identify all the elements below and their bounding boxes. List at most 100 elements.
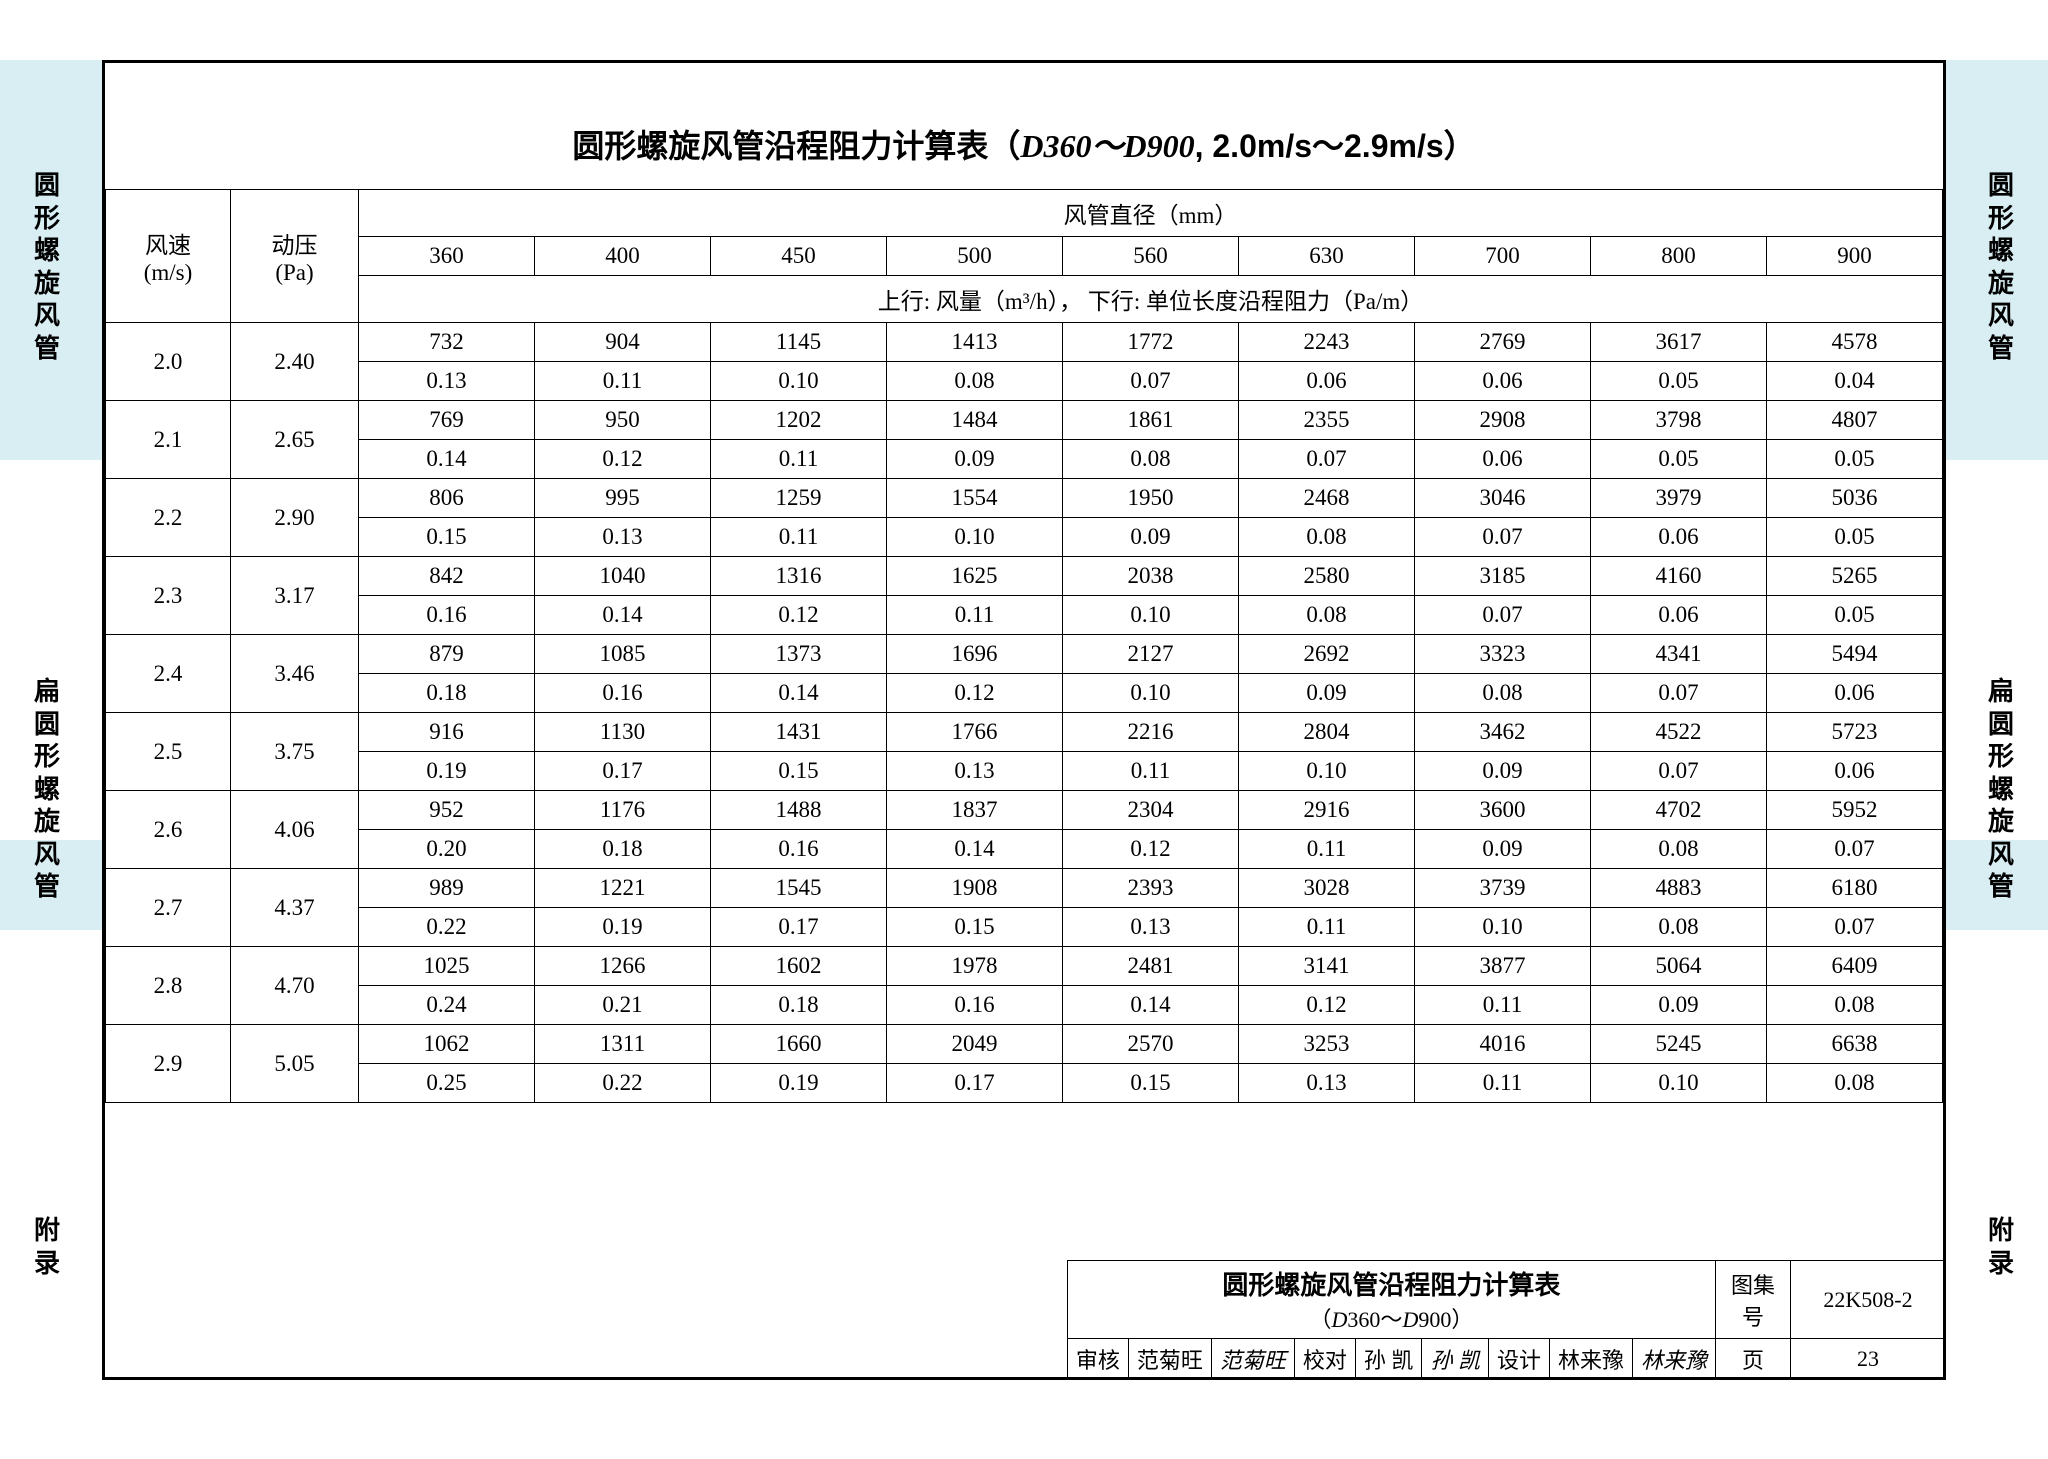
cell-flow: 3798 (1591, 401, 1767, 440)
cell-loss: 0.07 (1591, 752, 1767, 791)
cell-loss: 0.25 (359, 1064, 535, 1103)
cell-loss: 0.16 (711, 830, 887, 869)
cell-loss: 0.09 (1591, 986, 1767, 1025)
cell-loss: 0.05 (1591, 440, 1767, 479)
side-tabs-right: 圆形螺旋风管 扁圆形螺旋风管 附录 (1986, 170, 2016, 1280)
table-row: 2.53.75916113014311766221628043462452257… (106, 713, 1943, 752)
cell-flow: 1176 (535, 791, 711, 830)
cell-loss: 0.07 (1767, 830, 1943, 869)
cell-loss: 0.09 (887, 440, 1063, 479)
cell-flow: 1772 (1063, 323, 1239, 362)
cell-loss: 0.18 (359, 674, 535, 713)
cell-flow: 3600 (1415, 791, 1591, 830)
review-sig: 范菊旺 (1211, 1339, 1294, 1380)
side-tab-2-left: 扁圆形螺旋风管 (32, 676, 62, 904)
header-diameter-group: 风管直径（mm） (359, 190, 1943, 237)
cell-loss: 0.13 (359, 362, 535, 401)
cell-loss: 0.18 (711, 986, 887, 1025)
cell-speed: 2.3 (106, 557, 231, 635)
table-row: 2.74.37989122115451908239330283739488361… (106, 869, 1943, 908)
cell-flow: 1484 (887, 401, 1063, 440)
cell-loss: 0.21 (535, 986, 711, 1025)
cell-pressure: 2.40 (231, 323, 359, 401)
cell-loss: 0.11 (535, 362, 711, 401)
cell-loss: 0.24 (359, 986, 535, 1025)
cell-loss: 0.05 (1767, 596, 1943, 635)
cell-loss: 0.18 (535, 830, 711, 869)
cell-loss: 0.08 (1415, 674, 1591, 713)
cell-flow: 1130 (535, 713, 711, 752)
cell-flow: 3877 (1415, 947, 1591, 986)
cell-flow: 2580 (1239, 557, 1415, 596)
cell-flow: 4883 (1591, 869, 1767, 908)
cell-flow: 3462 (1415, 713, 1591, 752)
cell-loss: 0.17 (535, 752, 711, 791)
side-tab-1-left: 圆形螺旋风管 (32, 170, 62, 365)
cell-speed: 2.2 (106, 479, 231, 557)
cell-loss: 0.05 (1591, 362, 1767, 401)
cell-loss: 0.08 (1767, 1064, 1943, 1103)
table-row: 2.12.65769950120214841861235529083798480… (106, 401, 1943, 440)
cell-flow: 2804 (1239, 713, 1415, 752)
cell-flow: 1696 (887, 635, 1063, 674)
proof-name: 孙 凯 (1355, 1339, 1422, 1380)
design-label: 设计 (1488, 1339, 1549, 1380)
header-diameter: 700 (1415, 237, 1591, 276)
side-tab-2-right: 扁圆形螺旋风管 (1986, 676, 2016, 904)
cell-flow: 769 (359, 401, 535, 440)
cell-loss: 0.10 (1239, 752, 1415, 791)
cell-loss: 0.22 (535, 1064, 711, 1103)
cell-flow: 952 (359, 791, 535, 830)
header-diameter: 900 (1767, 237, 1943, 276)
cell-flow: 3323 (1415, 635, 1591, 674)
proof-sig: 孙 凯 (1422, 1339, 1489, 1380)
cell-flow: 3185 (1415, 557, 1591, 596)
cell-loss: 0.07 (1415, 596, 1591, 635)
cell-flow: 1766 (887, 713, 1063, 752)
cell-loss: 0.09 (1239, 674, 1415, 713)
cell-flow: 2468 (1239, 479, 1415, 518)
cell-loss: 0.09 (1063, 518, 1239, 557)
cell-loss: 0.16 (359, 596, 535, 635)
cell-loss: 0.10 (1063, 596, 1239, 635)
cell-flow: 1545 (711, 869, 887, 908)
header-speed-text: 风速(m/s) (144, 233, 193, 285)
cell-pressure: 4.37 (231, 869, 359, 947)
cell-flow: 1978 (887, 947, 1063, 986)
cell-flow: 995 (535, 479, 711, 518)
table-row: 0.150.130.110.100.090.080.070.060.05 (106, 518, 1943, 557)
cell-loss: 0.06 (1415, 362, 1591, 401)
table-row: 2.33.17842104013161625203825803185416052… (106, 557, 1943, 596)
table-row: 0.240.210.180.160.140.120.110.090.08 (106, 986, 1943, 1025)
atlas-no: 22K508-2 (1791, 1261, 1946, 1339)
title-suffix: , 2.0m/s～2.9m/s） (1195, 128, 1476, 164)
page-title: 圆形螺旋风管沿程阻力计算表（D360～D900, 2.0m/s～2.9m/s） (105, 63, 1943, 189)
cell-flow: 5723 (1767, 713, 1943, 752)
cell-flow: 3028 (1239, 869, 1415, 908)
table-row: 2.02.40732904114514131772224327693617457… (106, 323, 1943, 362)
cell-loss: 0.07 (1767, 908, 1943, 947)
cell-speed: 2.1 (106, 401, 231, 479)
cell-flow: 5952 (1767, 791, 1943, 830)
cell-flow: 4807 (1767, 401, 1943, 440)
block-sub: （D360～D900） (1076, 1302, 1707, 1334)
page-frame: 圆形螺旋风管沿程阻力计算表（D360～D900, 2.0m/s～2.9m/s） … (102, 60, 1946, 1380)
cell-flow: 4160 (1591, 557, 1767, 596)
cell-flow: 1085 (535, 635, 711, 674)
cell-loss: 0.17 (711, 908, 887, 947)
cell-loss: 0.11 (1239, 908, 1415, 947)
cell-loss: 0.16 (535, 674, 711, 713)
cell-loss: 0.05 (1767, 440, 1943, 479)
cell-flow: 4578 (1767, 323, 1943, 362)
proof-label: 校对 (1294, 1339, 1355, 1380)
cell-loss: 0.11 (711, 440, 887, 479)
cell-flow: 1202 (711, 401, 887, 440)
cell-speed: 2.9 (106, 1025, 231, 1103)
block-title: 圆形螺旋风管沿程阻力计算表 (1076, 1265, 1707, 1302)
cell-loss: 0.08 (1591, 908, 1767, 947)
cell-loss: 0.07 (1415, 518, 1591, 557)
cell-flow: 1413 (887, 323, 1063, 362)
cell-loss: 0.05 (1767, 518, 1943, 557)
design-sig: 林来豫 (1632, 1339, 1715, 1380)
cell-pressure: 3.17 (231, 557, 359, 635)
